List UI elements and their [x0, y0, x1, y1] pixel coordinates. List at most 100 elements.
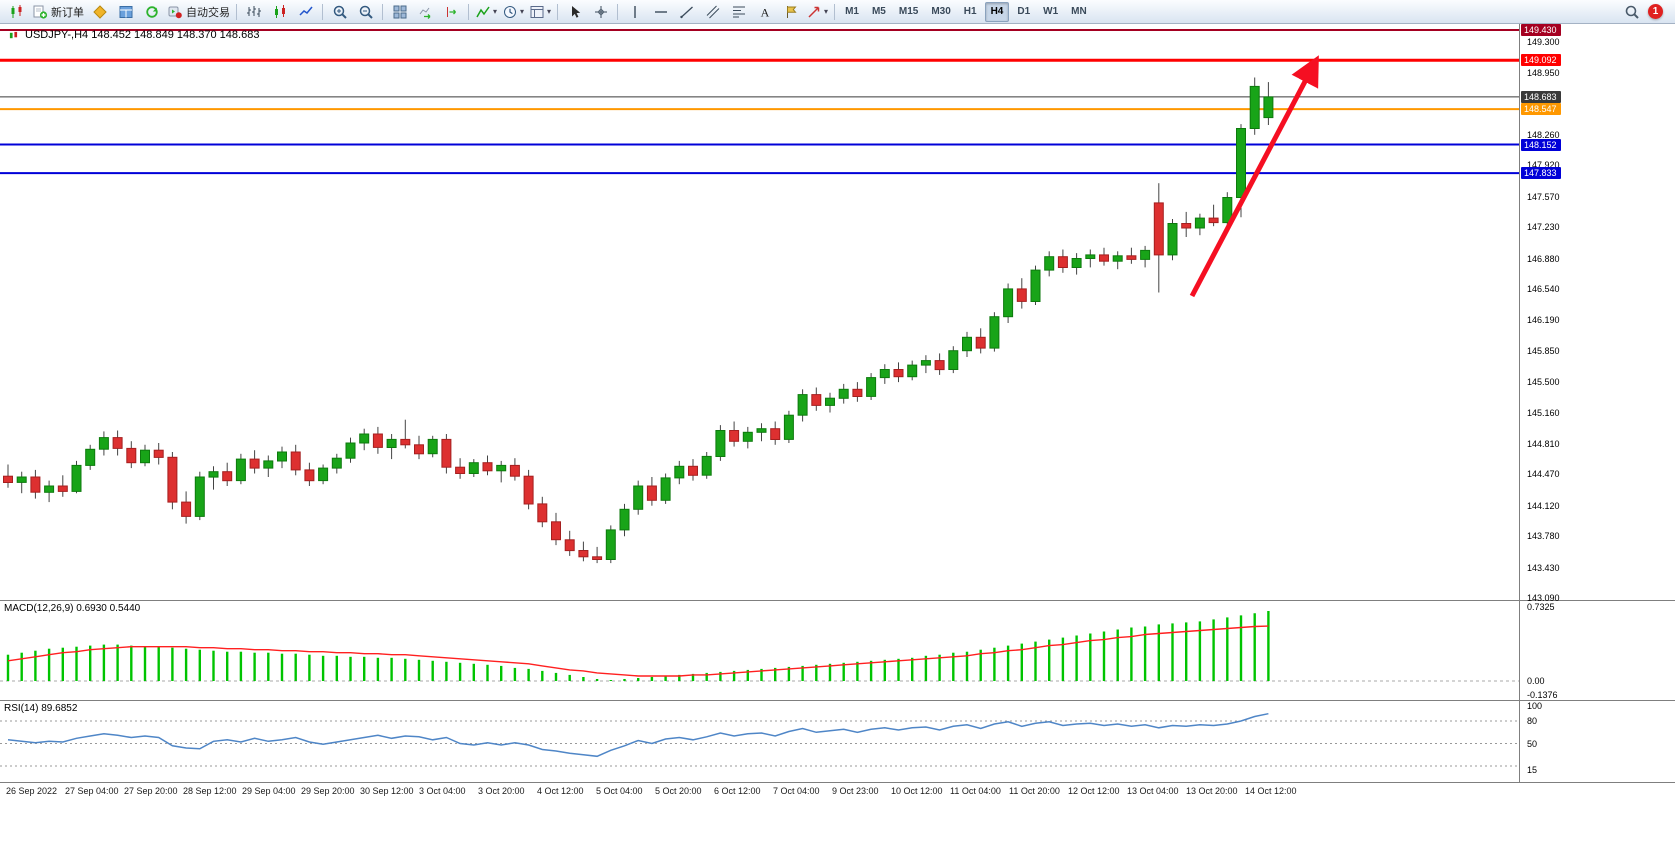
svg-text:A: A — [760, 5, 769, 19]
cursor-icon — [567, 4, 583, 20]
time-label: 30 Sep 12:00 — [360, 786, 414, 796]
indicators-icon — [475, 4, 491, 20]
vertical-line-button[interactable] — [622, 2, 647, 22]
horizontal-line-button[interactable] — [648, 2, 673, 22]
indicators-button[interactable]: ▾ — [473, 2, 499, 22]
tile-windows-button[interactable] — [387, 2, 412, 22]
time-label: 12 Oct 12:00 — [1068, 786, 1120, 796]
timeframe-m15-button[interactable]: M15 — [898, 6, 919, 17]
time-label: 13 Oct 20:00 — [1186, 786, 1238, 796]
toolbar-separator — [322, 3, 323, 20]
autotrading-button[interactable]: 自动交易 — [165, 2, 232, 22]
chartshift-icon — [444, 4, 460, 20]
bar-chart-button[interactable] — [241, 2, 266, 22]
navigator-button[interactable] — [139, 2, 164, 22]
label-button[interactable] — [778, 2, 803, 22]
dropdown-caret-icon: ▾ — [493, 7, 498, 16]
toolbar-separator — [834, 3, 836, 20]
toolbar-separator — [236, 3, 237, 20]
time-label: 14 Oct 12:00 — [1245, 786, 1297, 796]
crosshair-button[interactable] — [588, 2, 613, 22]
time-axis: 26 Sep 2022 27 Sep 04:00 27 Sep 20:00 28 Se… — [0, 784, 1675, 802]
trendline-button[interactable] — [674, 2, 699, 22]
toolbar-separator — [617, 3, 619, 20]
search-icon[interactable] — [1624, 4, 1640, 20]
timeframe-m5-button[interactable]: M5 — [871, 6, 886, 17]
symbol-info-text: USDJPY-,H4 148.452 148.849 148.370 148.6… — [25, 29, 260, 41]
crosshair-icon — [593, 4, 609, 20]
time-label: 11 Oct 04:00 — [950, 786, 1001, 796]
timeframe-m1-button[interactable]: M1 — [845, 6, 859, 17]
channel-icon — [705, 4, 721, 20]
template-icon — [529, 4, 545, 20]
horizontal-level-lines — [0, 29, 1520, 175]
timeframe-w1-button[interactable]: W1 — [1043, 6, 1059, 17]
trend-arrow[interactable] — [1189, 55, 1319, 298]
shapes-button[interactable]: ▾ — [804, 2, 830, 22]
fibo-icon — [731, 4, 747, 20]
zoomin-icon — [332, 4, 348, 20]
symbol-info: USDJPY-,H4 148.452 148.849 148.370 148.6… — [5, 27, 259, 43]
zoom-out-button[interactable] — [353, 2, 378, 22]
new-order-button-label: 新订单 — [51, 6, 84, 19]
dropdown-caret-icon: ▾ — [824, 7, 829, 16]
data-window-button[interactable] — [113, 2, 138, 22]
market-watch-button[interactable] — [87, 2, 112, 22]
timeframe-mn-button[interactable]: MN — [1071, 6, 1087, 17]
text-button[interactable]: A — [752, 2, 777, 22]
time-label: 9 Oct 23:00 — [832, 786, 879, 796]
chart-area[interactable]: USDJPY-,H4 148.452 148.849 148.370 148.6… — [0, 24, 1675, 856]
templates-button[interactable]: ▾ — [527, 2, 553, 22]
auto-scroll-button[interactable] — [413, 2, 438, 22]
trendline-icon — [679, 4, 695, 20]
autoscroll-icon — [418, 4, 434, 20]
timeframe-m30-button[interactable]: M30 — [931, 6, 951, 17]
textA-icon: A — [757, 4, 773, 20]
time-label: 11 Oct 20:00 — [1009, 786, 1060, 796]
toolbar-separator — [468, 3, 469, 20]
autotrading-icon — [167, 4, 183, 20]
zoom-in-button[interactable] — [327, 2, 352, 22]
timeframe-h1-button[interactable]: H1 — [963, 6, 977, 17]
navigator-icon — [144, 4, 160, 20]
zoomout-icon — [358, 4, 374, 20]
rsi-pane — [0, 712, 1520, 767]
labelflag-icon — [783, 4, 799, 20]
time-label: 4 Oct 12:00 — [537, 786, 584, 796]
new-order-button[interactable]: 新订单 — [30, 2, 86, 22]
time-label: 27 Sep 04:00 — [65, 786, 119, 796]
rsi-line — [7, 712, 1269, 758]
dropdown-caret-icon: ▾ — [520, 7, 525, 16]
notification-badge[interactable]: 1 — [1648, 4, 1663, 19]
linechart-icon — [298, 4, 314, 20]
tile-icon — [392, 4, 408, 20]
candlestick-chart-button[interactable] — [267, 2, 292, 22]
candlesticks — [3, 77, 1274, 564]
cursor-button[interactable] — [562, 2, 587, 22]
app-icon — [9, 4, 25, 20]
time-label: 27 Sep 20:00 — [124, 786, 178, 796]
channel-button[interactable] — [700, 2, 725, 22]
pane-dividers — [0, 24, 1675, 783]
timeframe-d1-button[interactable]: D1 — [1017, 6, 1031, 17]
marketwatch-icon — [92, 4, 108, 20]
toolbar-right-group: 1 — [1624, 4, 1671, 20]
time-label: 26 Sep 2022 — [6, 786, 58, 796]
chart-shift-button[interactable] — [439, 2, 464, 22]
line-chart-button[interactable] — [293, 2, 318, 22]
shapes-icon — [806, 4, 822, 20]
toolbar: 新订单 自动交易 ▾ ▾ ▾ A ▾ M1 M5 M15 M30 H1 H4 D1 W1 MN 1 — [0, 0, 1675, 24]
time-label: 28 Sep 12:00 — [183, 786, 237, 796]
time-label: 29 Sep 04:00 — [242, 786, 296, 796]
time-label: 6 Oct 12:00 — [714, 786, 761, 796]
autotrading-button-label: 自动交易 — [186, 6, 230, 19]
rsi-label: RSI(14) 89.6852 — [4, 703, 78, 714]
vline-icon — [627, 4, 643, 20]
time-label: 3 Oct 20:00 — [478, 786, 525, 796]
fibonacci-button[interactable] — [726, 2, 751, 22]
timeframes-menu-button[interactable]: ▾ — [500, 2, 526, 22]
hline-icon — [653, 4, 669, 20]
clock-icon — [502, 4, 518, 20]
timeframe-h4-button[interactable]: H4 — [984, 1, 1010, 22]
